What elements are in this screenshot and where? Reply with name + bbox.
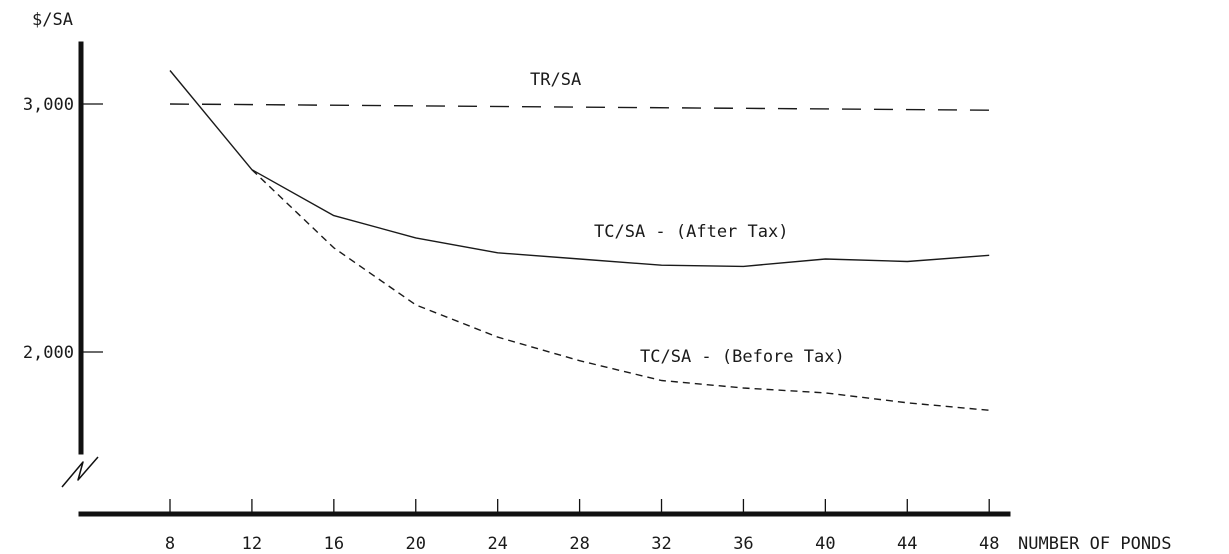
x-tick-label: 48 <box>979 534 999 554</box>
y-tick-label: 3,000 <box>23 95 74 115</box>
series-line-0 <box>169 103 990 111</box>
chart-labels: 2,000 3,000 8 12 16 20 24 28 32 36 40 44 48 $/SA NUMBE… <box>23 10 1172 554</box>
x-tick-label: 40 <box>815 534 835 554</box>
x-tick-label: 12 <box>242 534 262 554</box>
x-tick-label: 32 <box>651 534 671 554</box>
x-tick-label: 24 <box>487 534 507 554</box>
x-tick-label: 8 <box>165 534 175 554</box>
x-tick-label: 20 <box>406 534 426 554</box>
series-label-1: TC/SA - (After Tax) <box>594 222 788 242</box>
y-tick-label: 2,000 <box>23 343 74 363</box>
x-tick-label: 28 <box>569 534 589 554</box>
series-line-2 <box>251 169 990 411</box>
x-tick-label: 44 <box>897 534 917 554</box>
x-tick-label: 36 <box>733 534 753 554</box>
x-axis-label: NUMBER OF PONDS <box>1018 534 1172 554</box>
y-axis-break-mark <box>61 456 99 488</box>
axes <box>61 41 1011 517</box>
series-label-2: TC/SA - (Before Tax) <box>640 347 845 367</box>
series-lines <box>169 70 990 411</box>
series-line-1 <box>169 70 990 268</box>
series-label-0: TR/SA <box>530 70 581 90</box>
y-axis-label: $/SA <box>32 10 73 30</box>
x-tick-label: 16 <box>324 534 344 554</box>
